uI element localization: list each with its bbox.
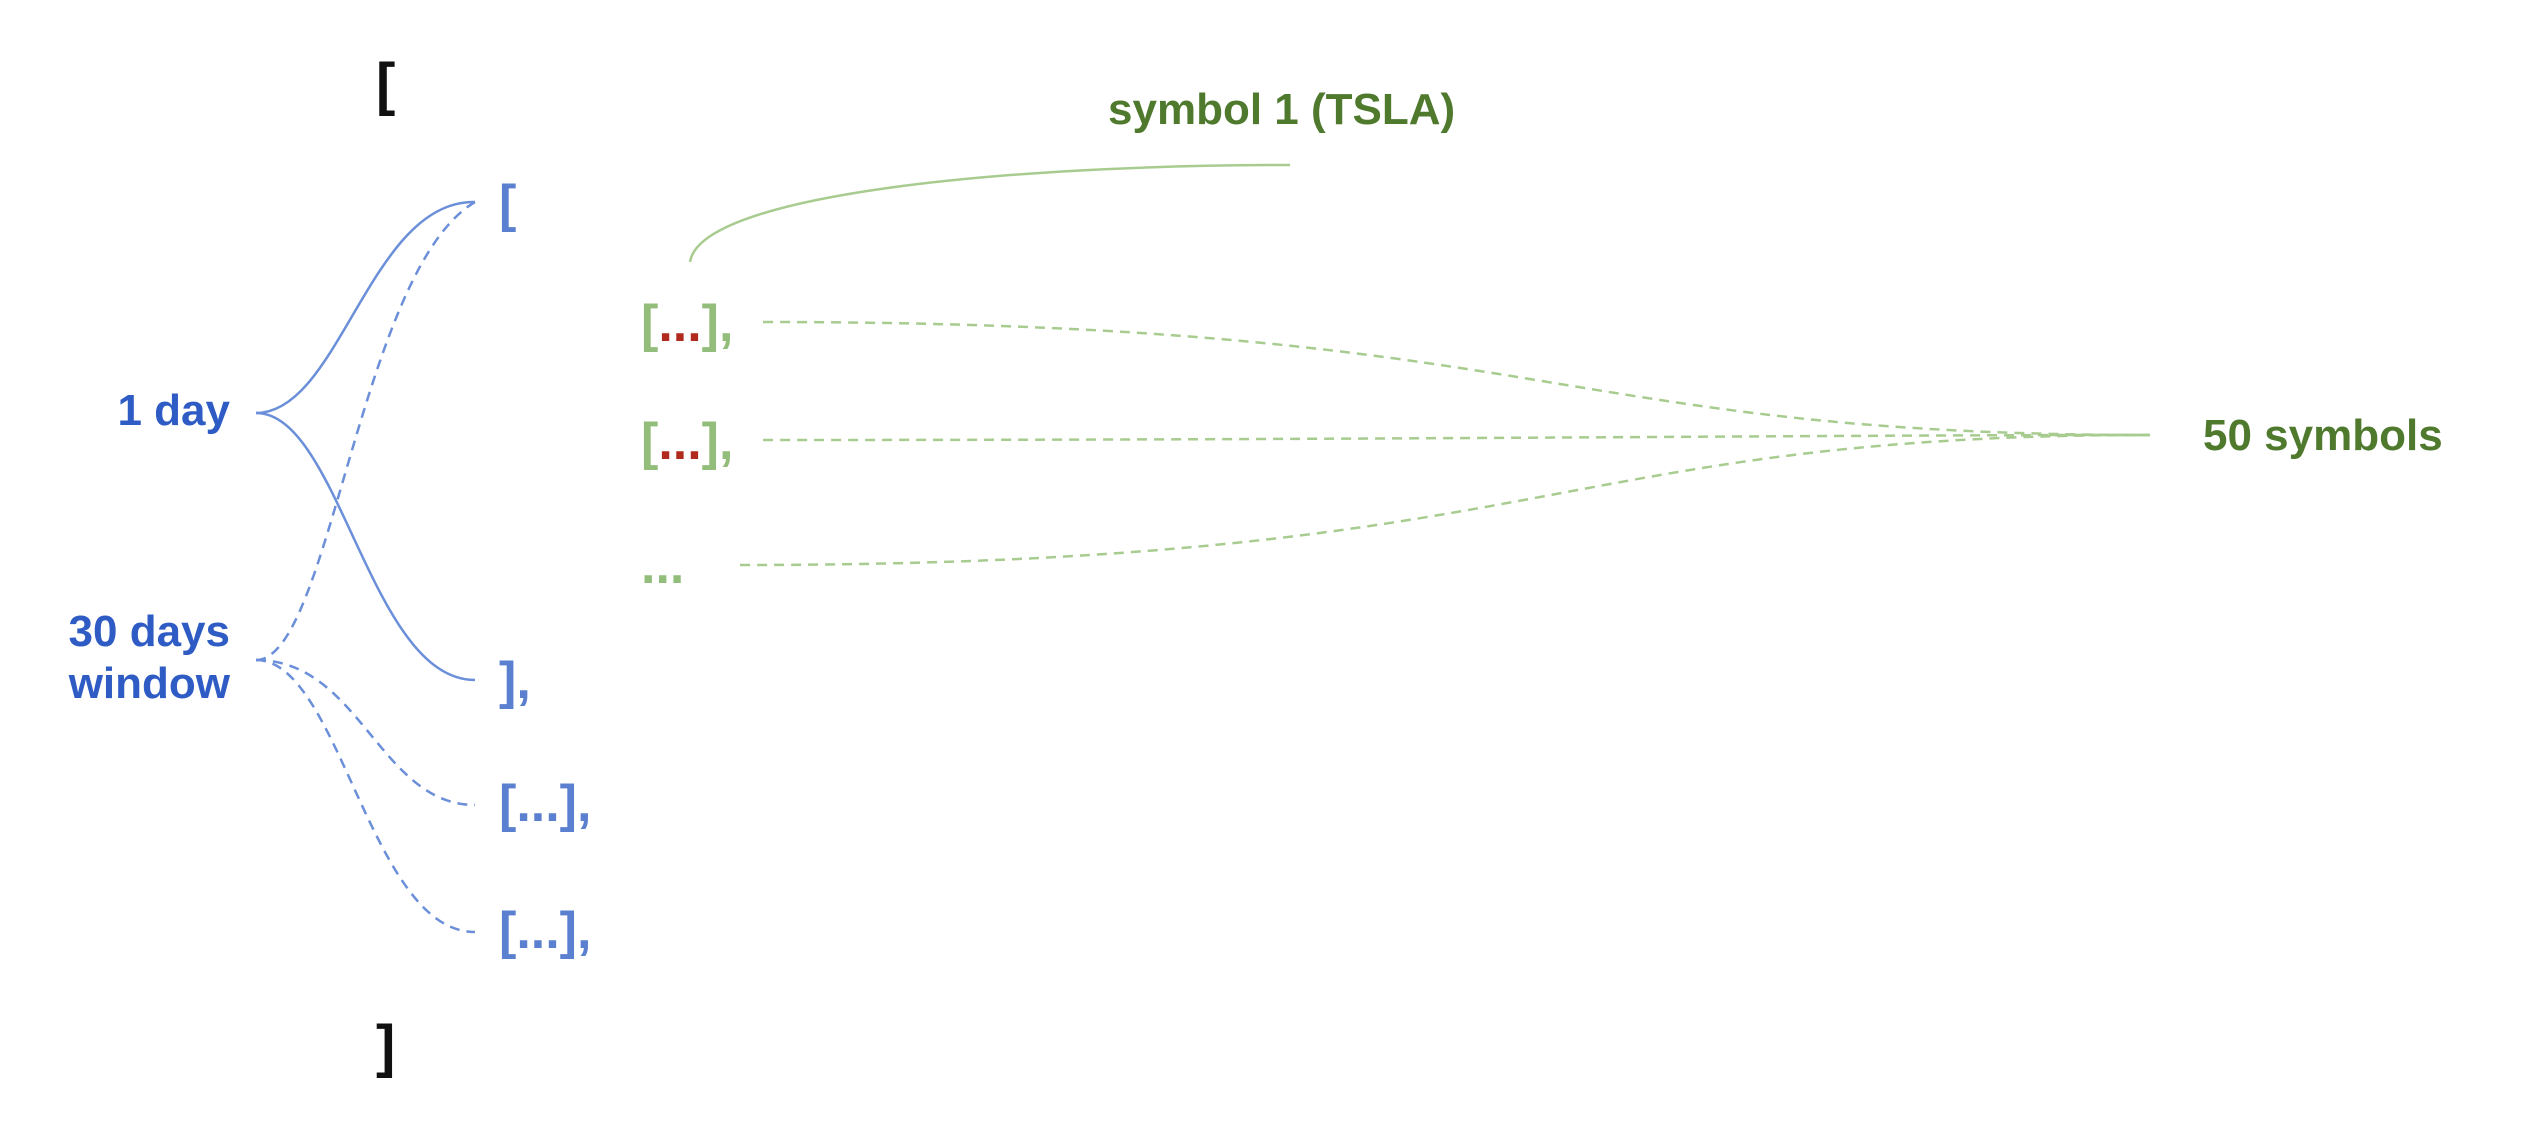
symbol-row-1-close: ], — [701, 295, 734, 353]
symbol-row-2: [...], — [641, 416, 733, 468]
collapsed-day-1: [...], — [499, 775, 592, 833]
symbol-row-2-close: ], — [701, 413, 734, 471]
fifty-connector-row1 — [762, 320, 2151, 437]
symbol-row-2-open: [ — [641, 413, 659, 471]
symbol1-connector — [688, 163, 1291, 263]
fifty-symbols-label: 50 symbols — [2203, 411, 2443, 460]
window-connector-mid — [255, 658, 476, 807]
window-connector-top — [255, 200, 476, 662]
fifty-connector-row2 — [762, 433, 2151, 442]
symbol-row-1: [...], — [641, 298, 733, 350]
window-connector-bottom — [255, 658, 476, 934]
collapsed-day-2: [...], — [499, 902, 592, 960]
symbol1-label: symbol 1 (TSLA) — [1108, 85, 1456, 134]
one-day-label: 1 day — [117, 386, 230, 435]
one-day-connector-top — [255, 200, 476, 415]
one-day-connector-bottom — [255, 411, 476, 682]
symbol-row-1-dots: ... — [658, 295, 702, 353]
window-label-line1: 30 days — [68, 607, 230, 656]
outer-close-bracket: ] — [376, 1014, 396, 1079]
outer-open-bracket: [ — [376, 52, 396, 117]
day-close-bracket: ], — [499, 652, 531, 710]
fifty-connector-ellipsis — [739, 433, 2151, 567]
symbol-row-1-open: [ — [641, 295, 659, 353]
window-label-line2: window — [68, 659, 230, 708]
day-open-bracket: [ — [499, 175, 517, 233]
symbol-ellipsis: ... — [641, 537, 685, 595]
symbol-row-2-dots: ... — [658, 413, 702, 471]
